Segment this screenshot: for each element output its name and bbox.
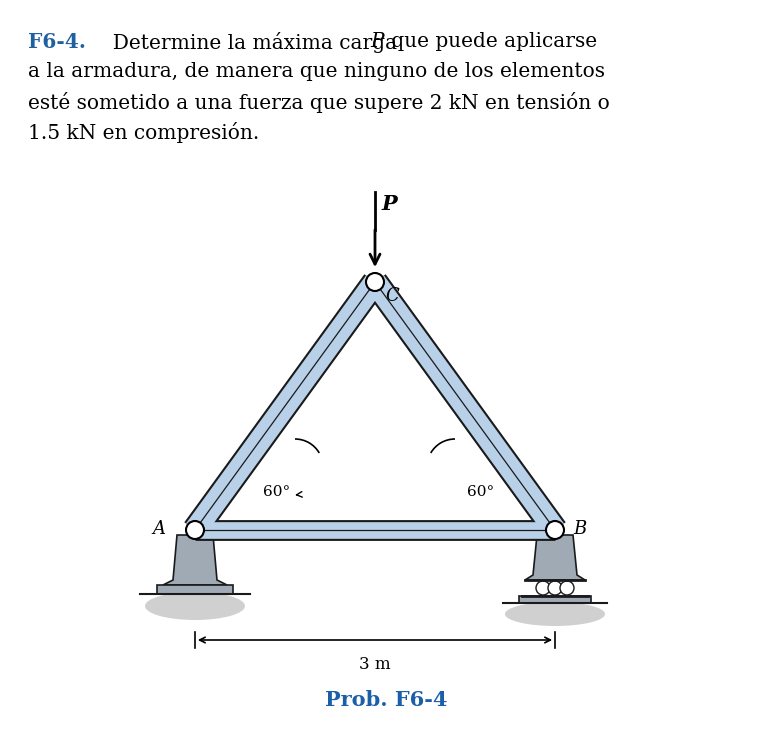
Text: A: A bbox=[152, 520, 165, 538]
Text: Determine la máxima carga: Determine la máxima carga bbox=[100, 32, 404, 53]
Ellipse shape bbox=[505, 602, 605, 626]
Circle shape bbox=[536, 581, 550, 595]
Circle shape bbox=[560, 581, 574, 595]
Text: P: P bbox=[381, 194, 397, 214]
Text: 60°: 60° bbox=[262, 485, 290, 499]
Text: a la armadura, de manera que ninguno de los elementos: a la armadura, de manera que ninguno de … bbox=[28, 62, 605, 81]
Polygon shape bbox=[525, 535, 585, 580]
Ellipse shape bbox=[145, 592, 245, 620]
Text: 3 m: 3 m bbox=[359, 656, 391, 673]
Text: que puede aplicarse: que puede aplicarse bbox=[385, 32, 597, 51]
Text: F6-4.: F6-4. bbox=[28, 32, 86, 52]
Text: 1.5 kN en compresión.: 1.5 kN en compresión. bbox=[28, 122, 259, 143]
Text: esté sometido a una fuerza que supere 2 kN en tensión o: esté sometido a una fuerza que supere 2 … bbox=[28, 92, 610, 113]
Circle shape bbox=[366, 273, 384, 291]
Text: B: B bbox=[573, 520, 586, 538]
Text: P: P bbox=[370, 32, 384, 51]
Polygon shape bbox=[157, 585, 233, 594]
Text: Prob. F6-4: Prob. F6-4 bbox=[325, 690, 447, 710]
Circle shape bbox=[186, 521, 204, 539]
Circle shape bbox=[548, 581, 562, 595]
Polygon shape bbox=[163, 535, 227, 585]
Text: C: C bbox=[385, 287, 399, 305]
Circle shape bbox=[546, 521, 564, 539]
Text: 60°: 60° bbox=[467, 485, 494, 499]
Polygon shape bbox=[519, 596, 591, 603]
